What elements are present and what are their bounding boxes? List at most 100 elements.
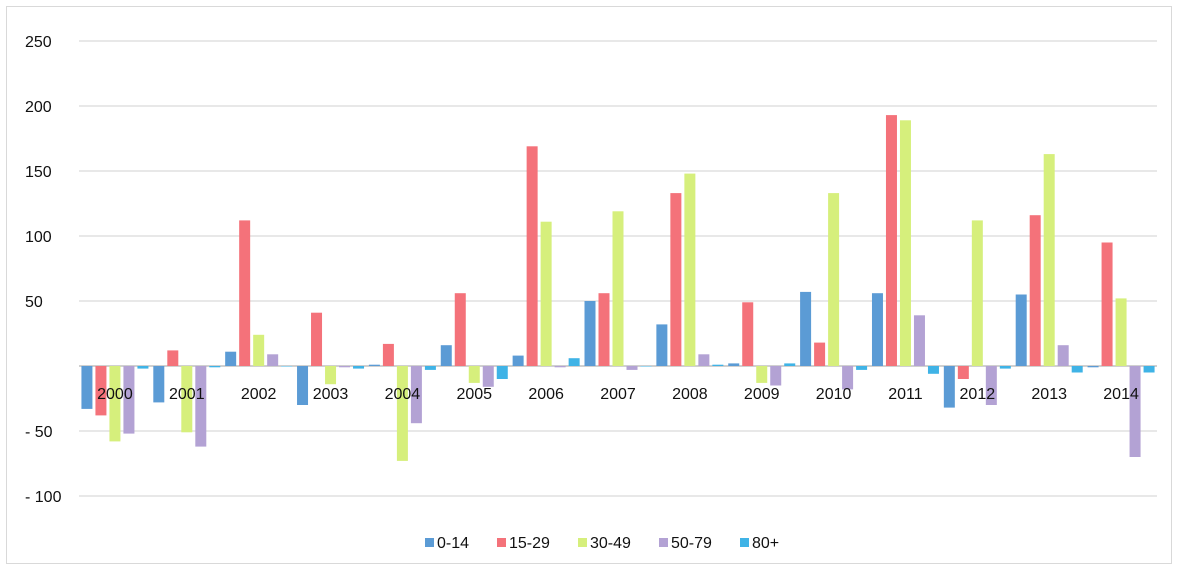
legend: 0-14 15-29 30-49 50-79 80+ <box>425 535 779 552</box>
bar-15-29-2006 <box>526 146 538 366</box>
bar-80+-2002 <box>281 366 293 367</box>
bar-80+-2003 <box>353 366 365 369</box>
bar-15-29-2004 <box>382 343 394 366</box>
x-tick-label: 2011 <box>888 386 923 403</box>
bar-30-49-2001 <box>181 366 193 433</box>
legend-label: 15-29 <box>509 535 550 552</box>
bar-80+-2004 <box>424 366 436 370</box>
bar-30-49-2012 <box>971 220 983 366</box>
bar-80+-2010 <box>856 366 868 370</box>
bar-0-14-2007 <box>584 301 596 366</box>
bar-0-14-2005 <box>440 345 452 366</box>
bar-50-79-2003 <box>339 366 351 368</box>
bar-80+-2009 <box>784 363 796 366</box>
bar-15-29-2003 <box>311 312 323 366</box>
bar-80+-2011 <box>927 366 939 374</box>
x-tick-label: 2004 <box>385 386 421 403</box>
bar-30-49-2002 <box>253 334 265 366</box>
bar-50-79-2010 <box>842 366 854 390</box>
x-tick-label: 2010 <box>816 386 852 403</box>
bar-chart: 250 200 150 100 50 - 50 - 100 2000 2001 2002 2003… <box>25 34 1157 552</box>
x-tick-label: 2002 <box>241 386 277 403</box>
bar-15-29-2013 <box>1029 215 1041 366</box>
x-tick-label: 2014 <box>1103 386 1139 403</box>
bar-30-49-2014 <box>1115 298 1127 366</box>
bar-0-14-2011 <box>871 293 883 366</box>
x-tick-label: 2012 <box>960 386 996 403</box>
x-tick-label: 2009 <box>744 386 780 403</box>
bar-0-14-2000 <box>81 366 93 409</box>
bar-50-79-2007 <box>626 366 638 370</box>
bar-50-79-2005 <box>482 366 494 387</box>
bar-0-14-2012 <box>943 366 955 408</box>
bar-0-14-2004 <box>368 364 380 366</box>
legend-swatch-80+ <box>740 538 749 547</box>
bar-0-14-2010 <box>800 291 812 366</box>
bar-30-49-2004 <box>396 366 408 461</box>
bar-0-14-2009 <box>728 363 740 366</box>
legend-label: 0-14 <box>437 535 469 552</box>
x-tick-label: 2005 <box>456 386 492 403</box>
bar-30-49-2009 <box>756 366 768 383</box>
x-tick-label: 2001 <box>169 386 205 403</box>
bar-80+-2005 <box>496 366 508 379</box>
y-tick-label: 200 <box>25 99 52 116</box>
legend-swatch-30-49 <box>578 538 587 547</box>
legend-label: 80+ <box>752 535 779 552</box>
bar-80+-2008 <box>712 364 724 366</box>
bar-15-29-2000 <box>95 366 107 416</box>
bar-15-29-2009 <box>742 302 754 366</box>
x-tick-label: 2000 <box>97 386 133 403</box>
bar-50-79-2008 <box>698 354 710 366</box>
x-tick-label: 2007 <box>600 386 636 403</box>
legend-swatch-15-29 <box>497 538 506 547</box>
bar-15-29-2014 <box>1101 242 1113 366</box>
bar-50-79-2001 <box>195 366 207 447</box>
bar-50-79-2006 <box>554 366 566 368</box>
bar-30-49-2005 <box>468 366 480 383</box>
bar-80+-2013 <box>1071 366 1083 373</box>
bar-80+-2012 <box>999 366 1011 369</box>
legend-swatch-50-79 <box>659 538 668 547</box>
x-axis-ticks: 2000 2001 2002 2003 2004 2005 2006 2007 2008 2009… <box>97 386 1139 403</box>
bar-30-49-2010 <box>828 193 840 366</box>
bar-80+-2006 <box>568 358 580 366</box>
x-tick-label: 2003 <box>313 386 349 403</box>
bar-50-79-2012 <box>985 366 997 405</box>
bar-0-14-2006 <box>512 355 524 366</box>
bar-80+-2000 <box>137 366 149 369</box>
y-tick-label: 250 <box>25 34 52 51</box>
chart-frame: 250 200 150 100 50 - 50 - 100 2000 2001 2002 2003… <box>6 6 1172 564</box>
bar-50-79-2009 <box>770 366 782 386</box>
legend-label: 30-49 <box>590 535 631 552</box>
bar-0-14-2013 <box>1015 294 1027 366</box>
bars <box>81 115 1155 461</box>
bar-50-79-2002 <box>267 354 279 366</box>
bar-30-49-2003 <box>325 366 337 385</box>
bar-50-79-2011 <box>913 315 925 366</box>
legend-label: 50-79 <box>671 535 712 552</box>
bar-30-49-2007 <box>612 211 624 366</box>
bar-50-79-2014 <box>1129 366 1141 457</box>
x-tick-label: 2013 <box>1031 386 1067 403</box>
y-axis-ticks: 250 200 150 100 50 - 50 - 100 <box>25 34 62 506</box>
bar-15-29-2008 <box>670 193 682 366</box>
bar-15-29-2007 <box>598 293 610 366</box>
bar-0-14-2002 <box>225 351 237 366</box>
y-tick-label: - 50 <box>25 424 53 441</box>
bar-0-14-2008 <box>656 324 668 366</box>
bar-0-14-2001 <box>153 366 165 403</box>
x-tick-label: 2008 <box>672 386 708 403</box>
bar-15-29-2001 <box>167 350 179 366</box>
bar-50-79-2004 <box>410 366 422 424</box>
bar-50-79-2013 <box>1057 345 1069 366</box>
y-tick-label: 100 <box>25 229 52 246</box>
x-tick-label: 2006 <box>528 386 564 403</box>
y-tick-label: 50 <box>25 294 43 311</box>
y-tick-label: 150 <box>25 164 52 181</box>
bar-30-49-2011 <box>899 120 911 366</box>
bar-15-29-2005 <box>454 293 466 366</box>
bar-30-49-2008 <box>684 173 696 366</box>
bar-30-49-2013 <box>1043 154 1055 366</box>
bar-15-29-2012 <box>957 366 969 379</box>
